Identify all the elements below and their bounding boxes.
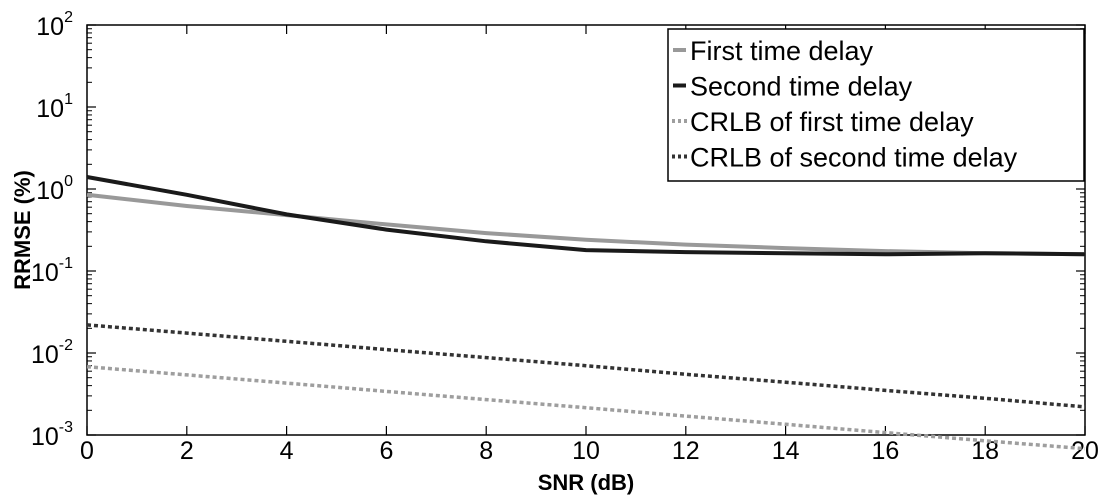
y-tick-label: 101 bbox=[36, 91, 73, 123]
series-line-1 bbox=[86, 192, 1086, 257]
series-line-3 bbox=[86, 364, 1086, 451]
legend-label: CRLB of second time delay bbox=[690, 143, 1018, 173]
x-tick-label: 14 bbox=[772, 437, 800, 465]
y-tick-label: 10-2 bbox=[31, 337, 73, 369]
y-tick-label: 10-3 bbox=[31, 419, 73, 451]
legend: First time delay Second time delay CRLB of… bbox=[667, 28, 1085, 182]
x-tick-label: 6 bbox=[379, 437, 393, 465]
y-tick-label: 102 bbox=[36, 9, 73, 41]
series-lines bbox=[86, 175, 1086, 451]
x-tick-label: 0 bbox=[80, 437, 94, 465]
x-tick-label: 10 bbox=[572, 437, 600, 465]
legend-label: Second time delay bbox=[690, 72, 913, 102]
series-line-2 bbox=[86, 175, 1086, 257]
legend-box bbox=[667, 28, 1085, 182]
series-line-4 bbox=[86, 323, 1086, 409]
y-tick-label: 100 bbox=[36, 173, 73, 205]
y-axis-label: RRMSE (%) bbox=[10, 170, 35, 290]
y-tick-label: 10-1 bbox=[31, 255, 73, 287]
x-tick-label: 8 bbox=[479, 437, 493, 465]
x-tick-label: 20 bbox=[1071, 437, 1099, 465]
x-tick-label: 16 bbox=[871, 437, 899, 465]
legend-label: First time delay bbox=[690, 36, 874, 66]
x-tick-label: 12 bbox=[672, 437, 700, 465]
legend-label: CRLB of first time delay bbox=[690, 107, 974, 137]
x-tick-label: 4 bbox=[280, 437, 294, 465]
x-axis-label: SNR (dB) bbox=[538, 470, 635, 495]
x-tick-label: 2 bbox=[180, 437, 194, 465]
